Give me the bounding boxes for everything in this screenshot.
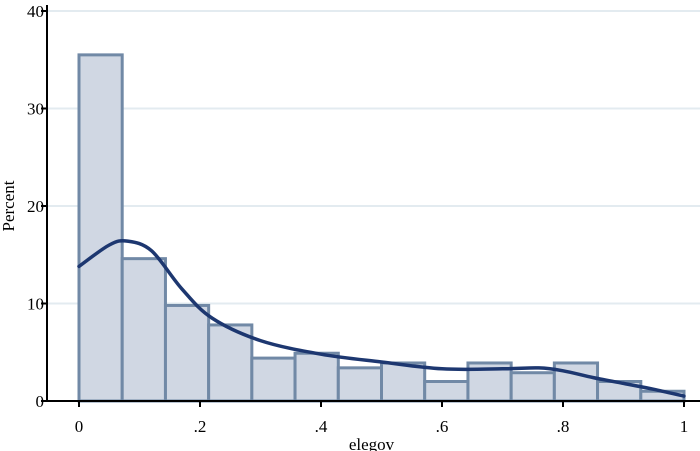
y-axis-label: Percent xyxy=(0,180,18,231)
y-tick-label-0: 0 xyxy=(36,392,45,411)
histogram-bar-8 xyxy=(423,380,470,403)
tick-labels: 0 10 20 30 40 0 .2 .4 .6 .8 1 xyxy=(27,2,688,436)
x-tick-label-4: .8 xyxy=(557,417,570,436)
histogram-bar-7 xyxy=(380,361,427,403)
histogram-bar-1 xyxy=(120,257,167,403)
x-tick-label-3: .6 xyxy=(436,417,449,436)
y-tick-label-4: 40 xyxy=(27,2,44,21)
histogram-bar-6 xyxy=(336,366,384,403)
x-tick-label-2: .4 xyxy=(315,417,328,436)
histogram-bars xyxy=(77,53,686,403)
x-axis-label: elegov xyxy=(349,435,395,451)
histogram-bar-10 xyxy=(509,371,556,403)
gridlines xyxy=(47,10,700,305)
axes xyxy=(46,5,700,402)
x-tick-label-5: 1 xyxy=(680,417,689,436)
y-tick-label-2: 20 xyxy=(27,197,44,216)
y-tick-label-1: 10 xyxy=(27,295,44,314)
histogram-bar-3 xyxy=(207,323,254,403)
histogram-bar-4 xyxy=(250,356,297,403)
density-curve xyxy=(77,238,686,398)
histogram-bar-5 xyxy=(293,351,340,403)
x-tick-label-0: 0 xyxy=(75,417,84,436)
density-curve-layer xyxy=(77,238,686,398)
x-tick-label-1: .2 xyxy=(194,417,207,436)
histogram-bar-2 xyxy=(163,303,211,403)
histogram-bar-0 xyxy=(77,53,124,403)
y-tick-label-3: 30 xyxy=(27,100,44,119)
